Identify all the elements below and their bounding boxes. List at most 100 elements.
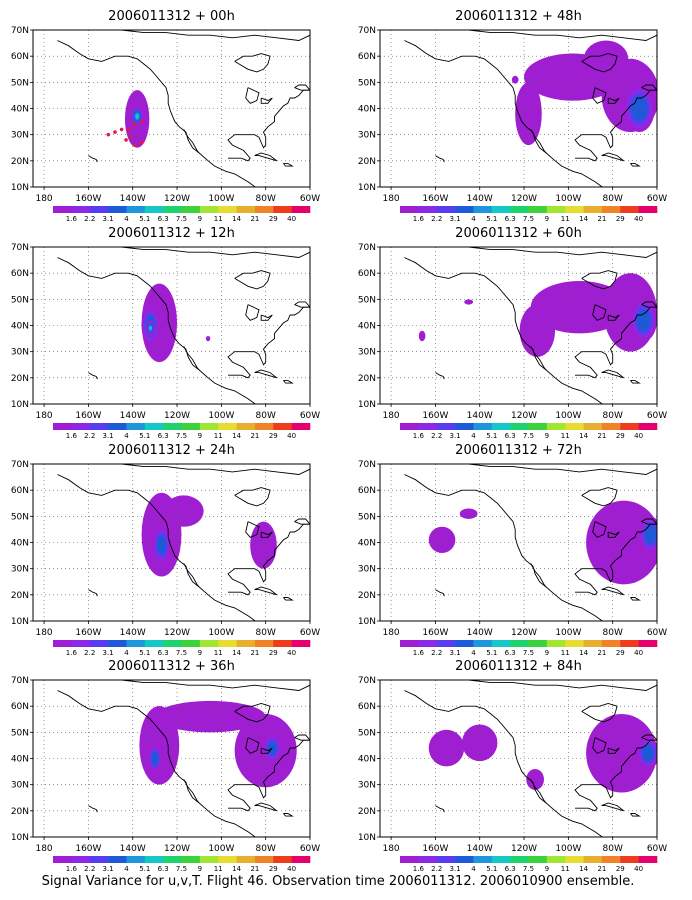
colorbar-label: 40 — [634, 865, 643, 873]
coastlines — [57, 464, 310, 621]
map-panel: 2006011312 + 12h 10N 20N 30N 40N 50N 60N 70N 180… — [11, 226, 320, 440]
colorbar-label: 21 — [250, 215, 259, 223]
colorbar-label: 5.1 — [486, 215, 497, 223]
x-tick-label: 140W — [120, 411, 146, 421]
colorbar-swatch — [620, 206, 639, 213]
y-tick-label: 40N — [11, 755, 29, 765]
colorbar-label: 21 — [597, 649, 606, 657]
x-tick-label: 60W — [300, 411, 320, 421]
x-tick-label: 180 — [35, 194, 52, 204]
colorbar-swatch — [546, 423, 566, 430]
coastline — [283, 379, 294, 384]
x-tick-label: 100W — [208, 628, 234, 638]
y-tick-label: 20N — [11, 807, 29, 817]
x-tick-label: 120W — [164, 844, 190, 854]
colorbar-swatch — [418, 640, 438, 647]
x-tick-label: 180 — [382, 844, 399, 854]
coastline — [426, 247, 657, 258]
observation-point — [126, 127, 131, 132]
colorbar-swatch — [510, 640, 529, 647]
y-tick-label: 20N — [358, 374, 376, 384]
x-tick-label: 60W — [300, 628, 320, 638]
variance-contour — [250, 521, 277, 569]
colorbar-swatch — [436, 206, 456, 213]
coastline — [183, 346, 200, 371]
y-tick-label: 10N — [358, 617, 376, 627]
map-panel: 2006011312 + 24h 10N 20N 30N 40N 50N 60N 70N 180… — [11, 443, 320, 657]
colorbar-label: 7.5 — [176, 215, 187, 223]
x-tick-label: 80W — [256, 194, 276, 204]
coastline — [574, 739, 657, 812]
colorbar-swatch — [89, 640, 109, 647]
x-tick-label: 120W — [164, 194, 190, 204]
x-tick-label: 180 — [35, 628, 52, 638]
colorbar-swatch — [491, 856, 511, 863]
x-tick-label: 180 — [382, 411, 399, 421]
colorbar-swatch — [218, 640, 237, 647]
colorbar-label: 4 — [471, 649, 476, 657]
colorbar-label: 29 — [616, 215, 625, 223]
x-tick-label: 80W — [603, 411, 623, 421]
colorbar-swatch — [291, 640, 311, 647]
colorbar-label: 5.1 — [139, 865, 150, 873]
panel-title: 2006011312 + 48h — [455, 9, 582, 24]
coastline — [260, 747, 273, 754]
colorbar-label: 7.5 — [523, 649, 534, 657]
variance-contour — [154, 700, 266, 733]
colorbar-label: 21 — [250, 649, 259, 657]
colorbar-label: 3.1 — [103, 432, 114, 440]
colorbar-label: 6.3 — [505, 649, 516, 657]
y-tick-label: 50N — [11, 295, 29, 305]
colorbar-label: 3.1 — [450, 215, 461, 223]
colorbar-label: 14 — [232, 649, 241, 657]
colorbar-swatch — [273, 856, 292, 863]
colorbar-label: 14 — [579, 865, 588, 873]
coastline — [183, 779, 200, 804]
x-tick-label: 140W — [467, 628, 493, 638]
coastline — [294, 518, 310, 525]
x-tick-label: 160W — [422, 411, 448, 421]
coastline — [601, 152, 625, 162]
variance-contour — [583, 40, 629, 78]
colorbar-label: 40 — [287, 215, 296, 223]
x-tick-label: 160W — [422, 194, 448, 204]
colorbar-swatch — [108, 423, 127, 430]
coastline — [404, 690, 604, 837]
coastline — [641, 301, 657, 308]
x-tick-label: 140W — [467, 194, 493, 204]
x-tick-label: 120W — [164, 411, 190, 421]
coastline — [57, 474, 257, 621]
coastline — [574, 89, 657, 162]
y-tick-label: 70N — [358, 676, 376, 686]
colorbar-swatch — [418, 206, 438, 213]
variance-contour — [163, 495, 204, 527]
colorbar-swatch — [436, 423, 456, 430]
colorbar-swatch — [163, 423, 182, 430]
colorbar-label: 2.2 — [84, 865, 95, 873]
colorbar-label: 1.6 — [66, 865, 78, 873]
colorbar-label: 40 — [634, 215, 643, 223]
colorbar-label: 1.6 — [66, 432, 78, 440]
colorbar-label: 1.6 — [413, 649, 425, 657]
y-tick-label: 40N — [358, 539, 376, 549]
colorbar-label: 29 — [269, 432, 278, 440]
observation-point — [133, 122, 137, 126]
coastline — [57, 690, 257, 837]
x-tick-label: 160W — [75, 411, 101, 421]
colorbar-swatch — [583, 856, 603, 863]
observation-point — [113, 130, 117, 134]
coastline — [630, 162, 641, 167]
coastline — [294, 84, 310, 91]
colorbar-label: 5.1 — [486, 865, 497, 873]
colorbar-swatch — [218, 423, 237, 430]
coastline — [245, 87, 260, 104]
coastline — [530, 779, 547, 804]
y-tick-label: 40N — [358, 755, 376, 765]
coastlines — [404, 680, 657, 837]
coastline — [260, 97, 273, 104]
y-tick-label: 40N — [11, 539, 29, 549]
x-tick-label: 100W — [208, 411, 234, 421]
colorbar-label: 21 — [597, 215, 606, 223]
coastline — [435, 589, 445, 597]
